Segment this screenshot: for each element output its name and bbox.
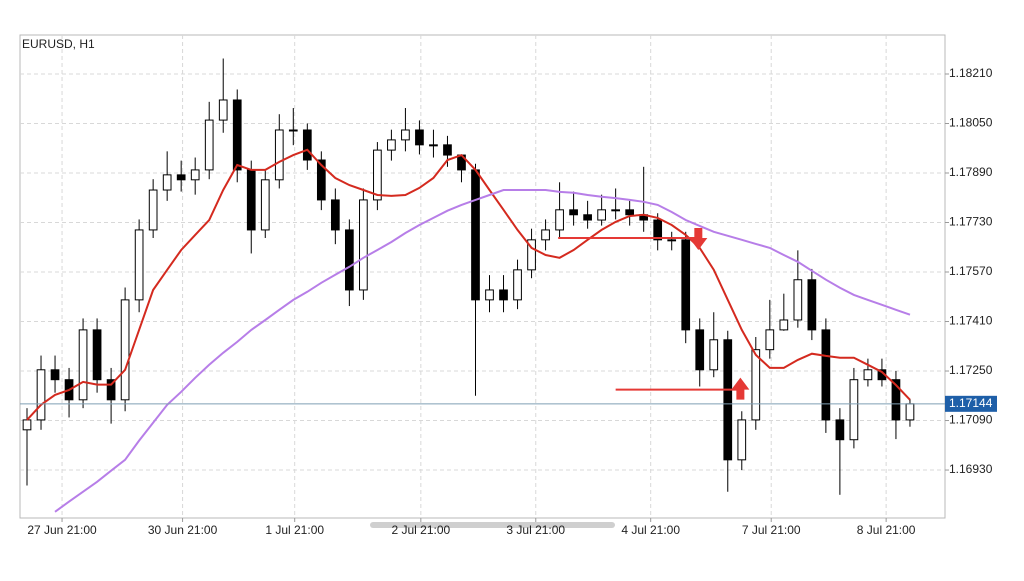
candle-body (106, 379, 116, 401)
candle-body (176, 174, 186, 181)
signal-arrow (689, 227, 708, 250)
current-price-box (945, 395, 997, 412)
plot-frame (19, 34, 946, 519)
candle-body (359, 199, 368, 291)
candle-body (120, 299, 130, 401)
current-price-label: 1.17144 (949, 396, 993, 410)
candle-body (302, 129, 312, 161)
y-tick-label: 1.16930 (949, 462, 993, 476)
candle-body (765, 329, 775, 351)
candle-body (737, 419, 747, 461)
candle-body (695, 329, 705, 371)
x-tick-label: 30 Jun 21:00 (148, 523, 218, 537)
candle-body (274, 129, 284, 181)
x-tick-label: 8 Jul 21:00 (857, 523, 916, 537)
candle-body (569, 209, 578, 216)
candle-body (429, 144, 438, 147)
y-tick-label: 1.18050 (949, 116, 993, 130)
candle-body (863, 369, 873, 381)
candle-body (22, 419, 32, 431)
y-tick-label: 1.17890 (949, 165, 993, 179)
candle-body (204, 119, 214, 171)
y-tick-label: 1.17090 (949, 413, 993, 427)
candle-body (443, 144, 452, 156)
candle-body (485, 289, 494, 301)
candle-body (471, 169, 480, 301)
candle-body (527, 239, 536, 271)
candle-body (78, 329, 88, 401)
candle-body (373, 149, 382, 201)
candle-body (723, 339, 733, 461)
candle-body (835, 419, 845, 441)
candle-body (190, 169, 200, 181)
moving-average (54, 189, 911, 513)
grid (20, 35, 945, 518)
candle-body (499, 289, 508, 301)
candle-body (793, 279, 803, 321)
x-tick-label: 3 Jul 21:00 (506, 523, 565, 537)
candle-body (807, 279, 817, 331)
candle-body (541, 229, 550, 241)
candle-body (625, 209, 635, 216)
y-tick-label: 1.17730 (949, 215, 993, 229)
scrollbar[interactable] (370, 522, 615, 528)
candle-body (891, 379, 901, 421)
candle-body (611, 209, 620, 212)
candle-body (849, 379, 859, 441)
candle-body (779, 319, 789, 331)
candle-body (583, 214, 592, 221)
y-tick-label: 1.17250 (949, 363, 993, 377)
candle-body (232, 99, 242, 171)
candle-body (555, 209, 564, 231)
moving-average (26, 148, 911, 421)
candle-body (345, 229, 354, 291)
x-tick-label: 2 Jul 21:00 (391, 523, 450, 537)
chart-title: EURUSD, H1 (22, 37, 95, 51)
x-tick-label: 7 Jul 21:00 (742, 523, 801, 537)
plot (22, 58, 915, 513)
candle-body (330, 199, 340, 231)
candle-body (751, 349, 761, 421)
candle-body (50, 369, 60, 381)
candle-body (387, 139, 396, 151)
candle-body (597, 209, 606, 221)
candle-body (513, 269, 522, 301)
y-tick-label: 1.17410 (949, 314, 993, 328)
candle-body (246, 169, 256, 231)
candle-body (653, 219, 663, 241)
y-tick-label: 1.17570 (949, 264, 993, 278)
x-tick-label: 4 Jul 21:00 (621, 523, 680, 537)
signal-arrow (731, 377, 750, 400)
candle-body (905, 403, 915, 421)
x-tick-label: 1 Jul 21:00 (265, 523, 324, 537)
candle-body (36, 369, 46, 421)
candle-body (92, 329, 102, 381)
candle-body (415, 129, 424, 146)
x-tick-label: 27 Jun 21:00 (27, 523, 97, 537)
candle-body (821, 329, 831, 421)
candle-body (316, 159, 326, 201)
candle-body (162, 174, 172, 191)
candle-body (667, 239, 677, 242)
candle-body (134, 229, 144, 301)
candle-body (218, 99, 228, 121)
candle-body (401, 129, 410, 141)
candle-body (681, 239, 691, 331)
candle-body (288, 129, 298, 132)
candle-body (260, 179, 270, 231)
candle-body (709, 339, 719, 371)
y-tick-label: 1.18210 (949, 66, 993, 80)
candle-body (148, 189, 158, 231)
